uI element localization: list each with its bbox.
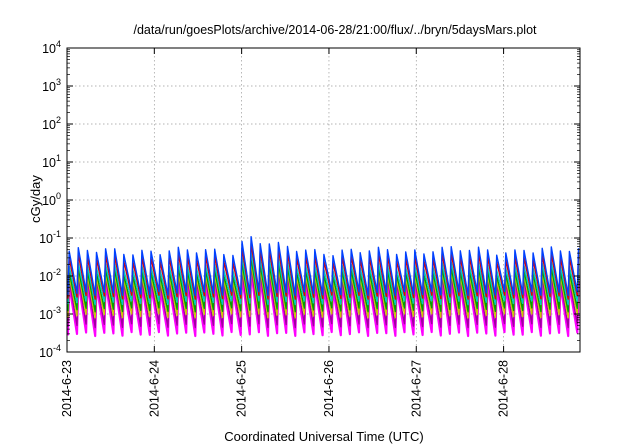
y-axis: 10-4 10-3 10-2 10-1 100 101 102 103 104 <box>39 39 580 360</box>
y-tick-label: 10-3 <box>39 305 61 322</box>
x-axis-label: Coordinated Universal Time (UTC) <box>224 429 423 444</box>
y-axis-label: cGy/day <box>28 175 43 223</box>
series-lines <box>66 235 580 338</box>
y-tick-label: 10-1 <box>39 229 61 246</box>
x-tick-label: 2014-6-28 <box>497 360 511 417</box>
series-line <box>67 235 580 297</box>
y-tick-label: 101 <box>42 153 61 170</box>
y-tick-label: 10-4 <box>39 343 61 360</box>
y-tick-label: 103 <box>42 77 61 94</box>
x-tick-label: 2014-6-25 <box>235 360 249 417</box>
x-tick-label: 2014-6-27 <box>409 360 423 417</box>
x-tick-label: 2014-6-24 <box>147 360 161 417</box>
y-tick-label: 102 <box>42 115 61 132</box>
y-tick-label: 10-2 <box>39 267 61 284</box>
chart-title: /data/run/goesPlots/archive/2014-06-28/2… <box>133 23 537 37</box>
x-tick-label: 2014-6-26 <box>322 360 336 417</box>
x-tick-label: 2014-6-23 <box>60 360 74 417</box>
y-tick-label: 100 <box>42 191 61 208</box>
x-axis: 2014-6-23 2014-6-24 2014-6-25 2014-6-26 2014… <box>60 48 511 417</box>
y-tick-label: 104 <box>42 39 61 56</box>
